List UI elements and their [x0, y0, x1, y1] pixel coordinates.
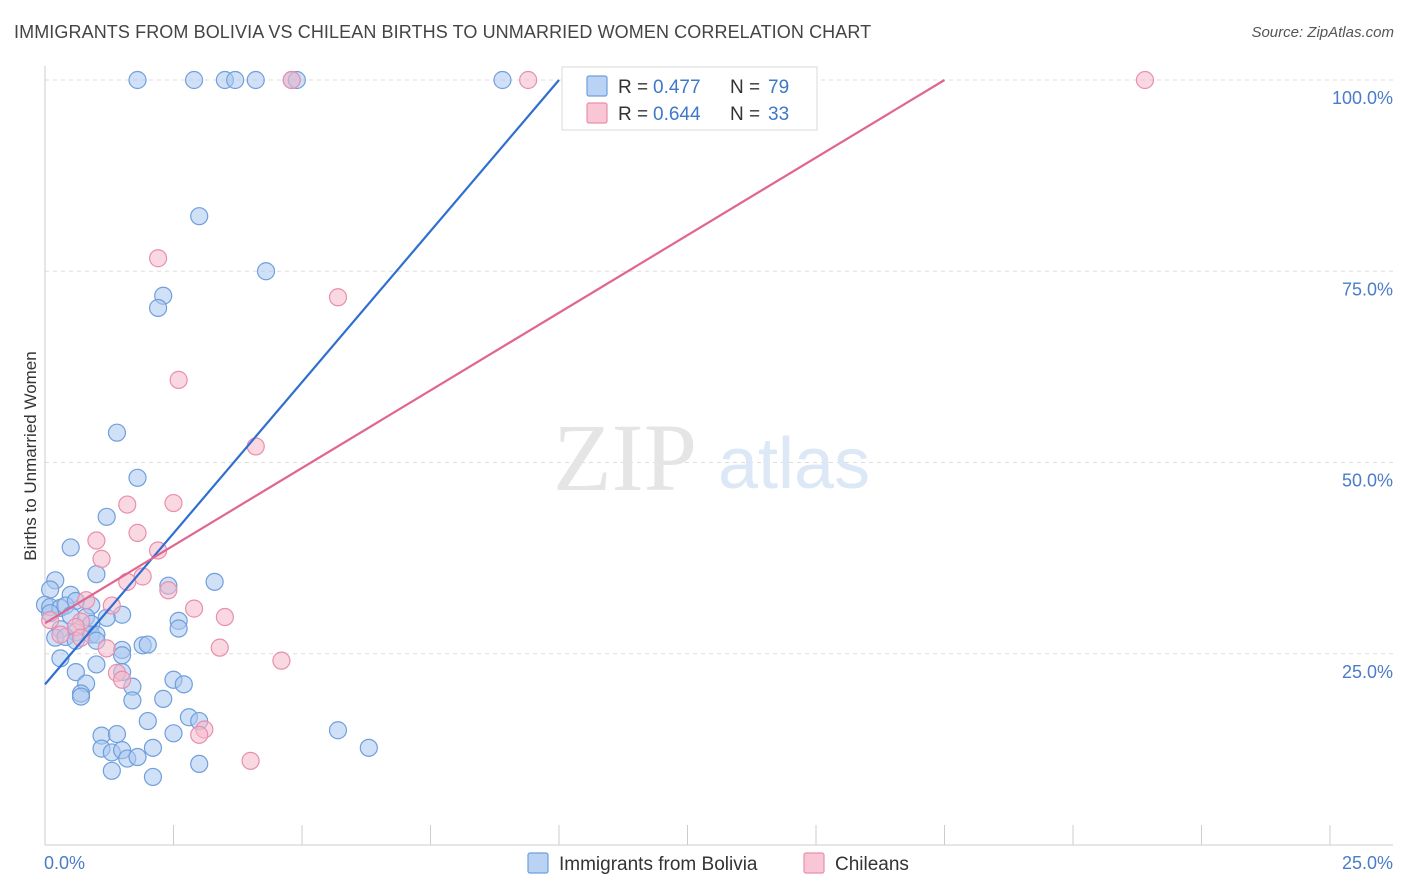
data-point-chileans	[97, 639, 116, 658]
data-point-chileans	[92, 549, 111, 568]
data-point-bolivia	[102, 761, 121, 780]
data-point-bolivia	[128, 468, 147, 487]
y-tick-label-50: 50.0%	[1342, 471, 1393, 491]
data-point-bolivia	[87, 565, 106, 584]
legend-swatch-bolivia	[586, 75, 608, 97]
tick-labels: 25.0% 50.0% 75.0% 100.0% 0.0% 25.0%	[44, 88, 1393, 873]
axes	[44, 66, 1393, 846]
data-point-chileans	[1135, 70, 1155, 90]
data-point-chileans	[190, 725, 209, 744]
data-point-chileans	[159, 581, 178, 600]
data-point-bolivia	[246, 70, 265, 90]
data-point-bolivia	[184, 70, 204, 90]
data-point-bolivia	[107, 724, 127, 744]
legend-swatch-chileans	[586, 102, 608, 124]
data-point-bolivia	[112, 646, 132, 665]
data-point-bolivia	[174, 675, 193, 694]
data-point-bolivia	[71, 687, 91, 706]
watermark-atlas: atlas	[718, 424, 870, 504]
data-point-chileans	[184, 599, 204, 618]
data-point-bolivia	[143, 738, 163, 757]
data-point-bolivia	[169, 619, 188, 638]
data-point-bolivia	[226, 70, 245, 90]
legend-n-label-chileans: N =	[730, 104, 760, 125]
watermark-zip: ZIP	[553, 404, 697, 511]
y-tick-label-100: 100.0%	[1332, 88, 1393, 108]
bottom-legend-label-bolivia: Immigrants from Bolivia	[559, 854, 758, 875]
data-point-bolivia	[359, 738, 378, 757]
legend-r-label-bolivia: R =	[618, 77, 648, 98]
data-point-bolivia	[143, 767, 163, 787]
data-point-chileans	[519, 70, 538, 90]
y-tick-label-75: 75.0%	[1342, 279, 1393, 299]
gridlines	[45, 79, 1393, 655]
data-point-bolivia	[61, 538, 80, 557]
data-point-bolivia	[154, 689, 173, 708]
data-point-bolivia	[164, 724, 183, 743]
data-point-chileans	[210, 638, 229, 657]
data-point-bolivia	[328, 721, 348, 740]
data-point-chileans	[128, 523, 147, 542]
watermark: ZIP atlas	[553, 404, 870, 511]
data-point-chileans	[51, 625, 70, 644]
y-tick-label-25: 25.0%	[1342, 662, 1393, 682]
bottom-legend-swatch-chileans	[803, 852, 825, 874]
legend-r-label-chileans: R =	[618, 104, 648, 125]
data-point-bolivia	[256, 262, 276, 281]
data-point-chileans	[71, 628, 91, 647]
data-point-bolivia	[128, 747, 147, 767]
legend-r-value-bolivia: 0.477	[653, 77, 701, 98]
data-point-chileans	[169, 370, 188, 389]
data-point-bolivia	[123, 691, 142, 710]
legend-n-value-chileans: 33	[768, 104, 789, 125]
source-credit: Source: ZipAtlas.com	[1251, 24, 1394, 41]
data-point-bolivia	[41, 580, 60, 599]
stats-legend: R = 0.477 N = 79 R = 0.644 N = 33	[561, 66, 818, 131]
data-point-chileans	[246, 437, 265, 456]
data-point-bolivia	[97, 507, 116, 526]
legend-n-value-bolivia: 79	[768, 77, 789, 98]
data-point-bolivia	[138, 635, 157, 654]
data-point-bolivia	[107, 423, 127, 442]
data-point-chileans	[241, 751, 260, 770]
data-point-chileans	[328, 288, 348, 307]
data-point-chileans	[215, 607, 234, 627]
data-point-chileans	[164, 493, 183, 513]
x-tick-label-min: 0.0%	[44, 853, 85, 873]
data-point-bolivia	[190, 207, 209, 226]
y-axis-label: Births to Unmarried Women	[21, 351, 40, 560]
data-point-chileans	[272, 651, 291, 670]
data-point-chileans	[118, 495, 137, 514]
data-point-chileans	[87, 531, 106, 550]
trend-line-chileans	[44, 79, 946, 625]
x-tick-label-max: 25.0%	[1342, 853, 1393, 873]
bottom-legend: Immigrants from Bolivia Chileans	[527, 852, 909, 875]
series-bolivia-points	[35, 70, 512, 787]
data-point-bolivia	[205, 572, 224, 591]
legend-r-value-chileans: 0.644	[653, 104, 701, 125]
legend-n-label-bolivia: N =	[730, 77, 760, 98]
chart-title: IMMIGRANTS FROM BOLIVIA VS CHILEAN BIRTH…	[14, 22, 872, 42]
bottom-legend-label-chileans: Chileans	[835, 854, 909, 875]
data-point-bolivia	[493, 70, 512, 90]
data-point-bolivia	[66, 663, 85, 682]
data-point-bolivia	[190, 754, 209, 774]
bottom-legend-swatch-bolivia	[527, 852, 549, 874]
data-point-bolivia	[87, 655, 106, 674]
data-point-bolivia	[148, 298, 168, 318]
data-point-chileans	[112, 670, 132, 689]
data-point-chileans	[282, 70, 301, 90]
trend-lines	[44, 79, 946, 686]
trend-line-bolivia	[44, 79, 560, 686]
data-point-bolivia	[128, 70, 147, 90]
data-point-chileans	[148, 249, 168, 268]
data-point-bolivia	[138, 711, 157, 731]
